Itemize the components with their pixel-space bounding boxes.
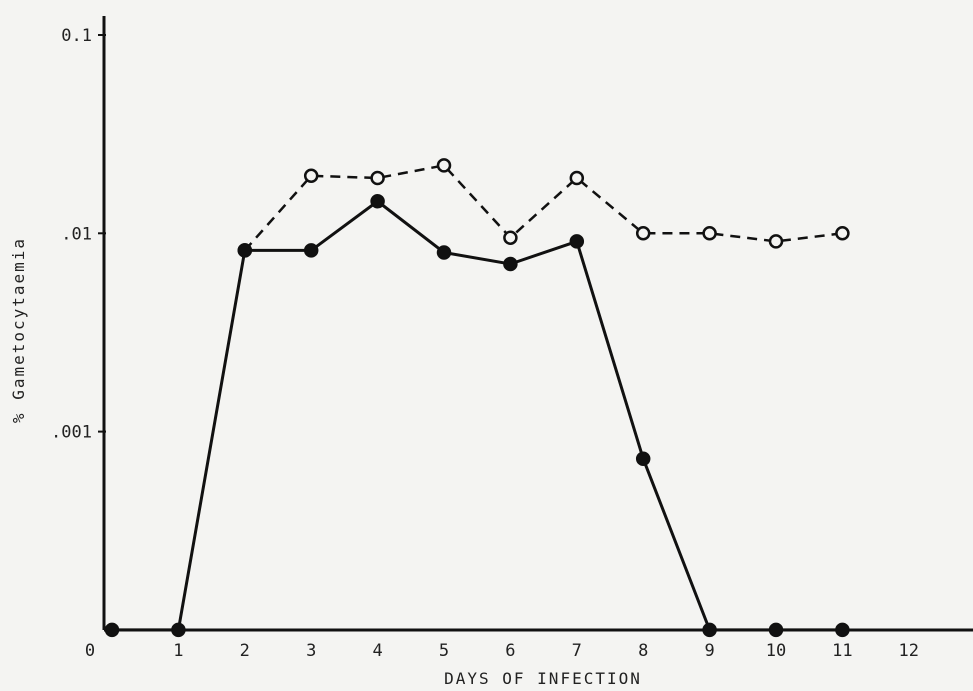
data-point-solid-day-0	[104, 622, 120, 638]
x-tick-label-9: 9	[704, 641, 714, 661]
data-point-solid-day-7	[569, 234, 585, 249]
data-point-solid-day-5	[436, 245, 452, 260]
data-point-solid-day-10	[768, 622, 784, 638]
x-tick-label-4: 4	[372, 641, 382, 661]
data-point-dashed-day-8	[635, 226, 651, 241]
x-tick-label-10: 10	[766, 641, 786, 661]
x-tick-label-6: 6	[505, 641, 515, 661]
data-point-solid-day-9	[702, 622, 717, 638]
y-axis-title: % Gametocytaemia	[9, 237, 28, 423]
x-axis-title: DAYS OF INFECTION	[444, 669, 642, 688]
x-tick-label-2: 2	[240, 641, 250, 661]
data-point-dashed-day-10	[768, 234, 784, 249]
data-point-dashed-day-9	[702, 226, 717, 241]
x-tick-label-0: 0	[85, 641, 95, 661]
data-point-solid-day-8	[635, 451, 651, 466]
y-tick-label-.01: .01	[61, 224, 92, 244]
x-tick-label-5: 5	[439, 641, 449, 661]
data-point-solid-day-2	[237, 243, 253, 258]
data-point-dashed-day-3	[303, 168, 319, 184]
axes	[102, 16, 973, 632]
data-point-dashed-day-5	[436, 158, 452, 173]
y-tick-label-0.1: 0.1	[61, 26, 92, 46]
data-point-dashed-day-4	[370, 170, 385, 186]
ticks: 0 1 2 3 4 5 6 7 8 9 10 11 120.1.01.001	[51, 26, 919, 661]
data-point-solid-day-11	[835, 622, 850, 638]
x-tick-label-7: 7	[572, 641, 582, 661]
series-line-solid	[112, 199, 843, 632]
data-point-solid-day-6	[503, 256, 518, 272]
data-point-dashed-day-6	[503, 230, 518, 245]
y-tick-label-.001: .001	[51, 423, 92, 443]
data-point-dashed-day-7	[569, 170, 585, 186]
x-tick-label-8: 8	[638, 641, 648, 661]
series-line-dashed	[243, 164, 843, 252]
data-point-solid-day-3	[303, 243, 319, 258]
series-lines	[112, 164, 843, 632]
x-tick-label-11: 11	[832, 641, 852, 661]
data-point-solid-day-1	[171, 622, 186, 638]
x-tick-label-1: 1	[173, 641, 183, 661]
data-point-solid-day-4	[370, 194, 385, 209]
x-tick-label-3: 3	[306, 641, 316, 661]
x-tick-label-12: 12	[899, 641, 919, 661]
data-point-dashed-day-11	[835, 226, 850, 241]
series-points	[104, 158, 850, 638]
